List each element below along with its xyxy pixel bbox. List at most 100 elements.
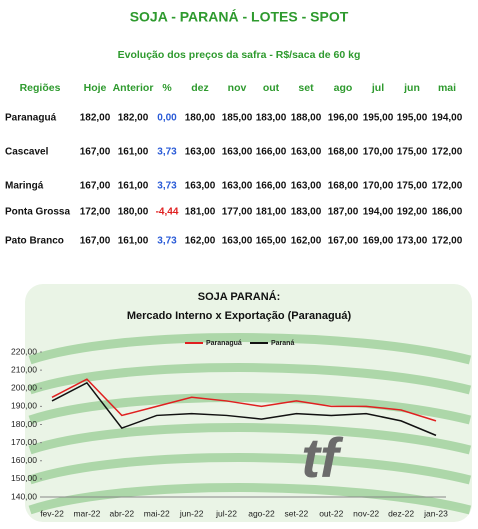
table-cell: 163,00 xyxy=(185,181,216,192)
table-cell: 177,00 xyxy=(222,207,253,218)
x-tick-label: jul-22 xyxy=(215,508,237,518)
table-cell: 166,00 xyxy=(256,147,287,158)
table-cell: 172,00 xyxy=(432,181,463,192)
x-tick-label: fev-22 xyxy=(40,508,64,518)
table-header: out xyxy=(263,82,280,94)
table-cell: 192,00 xyxy=(397,207,428,218)
x-tick-label: jan-23 xyxy=(423,508,448,518)
table-cell: 194,00 xyxy=(432,113,463,124)
legend-label: Paraná xyxy=(271,340,294,347)
region-name: Pato Branco xyxy=(5,236,64,247)
table-cell: 170,00 xyxy=(363,147,394,158)
table-cell: 3,73 xyxy=(157,181,177,192)
table-subtitle: Evolução dos preços da safra - R$/saca d… xyxy=(118,49,361,61)
table-cell: 3,73 xyxy=(157,236,177,247)
table-header: Regiões xyxy=(20,82,61,94)
table-cell: 166,00 xyxy=(256,181,287,192)
table-header: jul xyxy=(371,82,384,94)
table-header: dez xyxy=(191,82,209,94)
table-cell: 173,00 xyxy=(397,236,428,247)
region-name: Cascavel xyxy=(5,147,49,158)
table-cell: 167,00 xyxy=(80,181,111,192)
table-cell: 169,00 xyxy=(363,236,394,247)
table-cell: 185,00 xyxy=(222,113,253,124)
region-name: Paranaguá xyxy=(5,113,57,124)
table-cell: 162,00 xyxy=(291,236,322,247)
table-cell: 168,00 xyxy=(328,147,359,158)
table-cell: 172,00 xyxy=(432,147,463,158)
table-cell: 167,00 xyxy=(328,236,359,247)
table-cell: -4,44 xyxy=(156,207,179,218)
table-cell: 187,00 xyxy=(328,207,359,218)
table-cell: 163,00 xyxy=(291,147,322,158)
table-header: ago xyxy=(334,82,353,94)
table-cell: 183,00 xyxy=(291,207,322,218)
table-cell: 163,00 xyxy=(222,147,253,158)
table-cell: 182,00 xyxy=(118,113,149,124)
table-cell: 167,00 xyxy=(80,236,111,247)
y-tick-label: 170,00 xyxy=(11,437,37,447)
y-tick-label: 210,00 xyxy=(11,364,37,374)
table-cell: 163,00 xyxy=(185,147,216,158)
series-line xyxy=(51,378,437,422)
table-cell: 172,00 xyxy=(80,207,111,218)
y-tick-label: 190,00 xyxy=(11,401,37,411)
y-tick-label: 180,00 xyxy=(11,419,37,429)
table-header: nov xyxy=(228,82,247,94)
table-header: jun xyxy=(403,82,420,94)
chart-panel: tf xyxy=(25,284,472,522)
table-cell: 181,00 xyxy=(185,207,216,218)
table-cell: 194,00 xyxy=(363,207,394,218)
y-tick-label: 150,00 xyxy=(11,473,37,483)
table-header: mai xyxy=(438,82,456,94)
table-cell: 181,00 xyxy=(256,207,287,218)
x-tick-label: jun-22 xyxy=(179,508,204,518)
series-line xyxy=(51,381,437,437)
table-cell: 161,00 xyxy=(118,181,149,192)
table-cell: 162,00 xyxy=(185,236,216,247)
table-cell: 180,00 xyxy=(118,207,149,218)
table-title: SOJA - PARANÁ - LOTES - SPOT xyxy=(130,9,349,25)
table-cell: 170,00 xyxy=(363,181,394,192)
x-tick-label: ago-22 xyxy=(248,508,275,518)
chart-title: SOJA PARANÁ: xyxy=(198,290,281,303)
table-cell: 3,73 xyxy=(157,147,177,158)
y-tick-label: 140,00 xyxy=(11,491,37,501)
table-cell: 183,00 xyxy=(256,113,287,124)
y-tick-label: 200,00 xyxy=(11,383,37,393)
table-header: % xyxy=(162,82,172,94)
table-cell: 195,00 xyxy=(363,113,394,124)
x-tick-label: mar-22 xyxy=(73,508,100,518)
table-cell: 167,00 xyxy=(80,147,111,158)
table-cell: 196,00 xyxy=(328,113,359,124)
table-cell: 175,00 xyxy=(397,147,428,158)
y-tick-label: 220,00 xyxy=(11,346,37,356)
x-tick-label: mai-22 xyxy=(144,508,170,518)
table-cell: 163,00 xyxy=(291,181,322,192)
y-tick-label: 160,00 xyxy=(11,455,37,465)
x-tick-label: abr-22 xyxy=(110,508,135,518)
x-tick-label: nov-22 xyxy=(353,508,379,518)
table-header: Hoje xyxy=(84,82,107,94)
table-cell: 163,00 xyxy=(222,181,253,192)
chart-subtitle: Mercado Interno x Exportação (Paranaguá) xyxy=(127,310,352,322)
table-cell: 165,00 xyxy=(256,236,287,247)
x-tick-label: out-22 xyxy=(319,508,343,518)
table-cell: 182,00 xyxy=(80,113,111,124)
table-cell: 180,00 xyxy=(185,113,216,124)
table-cell: 175,00 xyxy=(397,181,428,192)
table-cell: 172,00 xyxy=(432,236,463,247)
table-cell: 188,00 xyxy=(291,113,322,124)
region-name: Ponta Grossa xyxy=(5,207,70,218)
legend-label: Paranaguá xyxy=(206,340,242,347)
table-cell: 195,00 xyxy=(397,113,428,124)
table-cell: 0,00 xyxy=(157,113,177,124)
x-tick-label: dez-22 xyxy=(388,508,414,518)
x-tick-label: set-22 xyxy=(285,508,309,518)
table-cell: 168,00 xyxy=(328,181,359,192)
table-header: set xyxy=(298,82,314,94)
table-cell: 163,00 xyxy=(222,236,253,247)
table-cell: 186,00 xyxy=(432,207,463,218)
logo: tf xyxy=(301,426,344,489)
